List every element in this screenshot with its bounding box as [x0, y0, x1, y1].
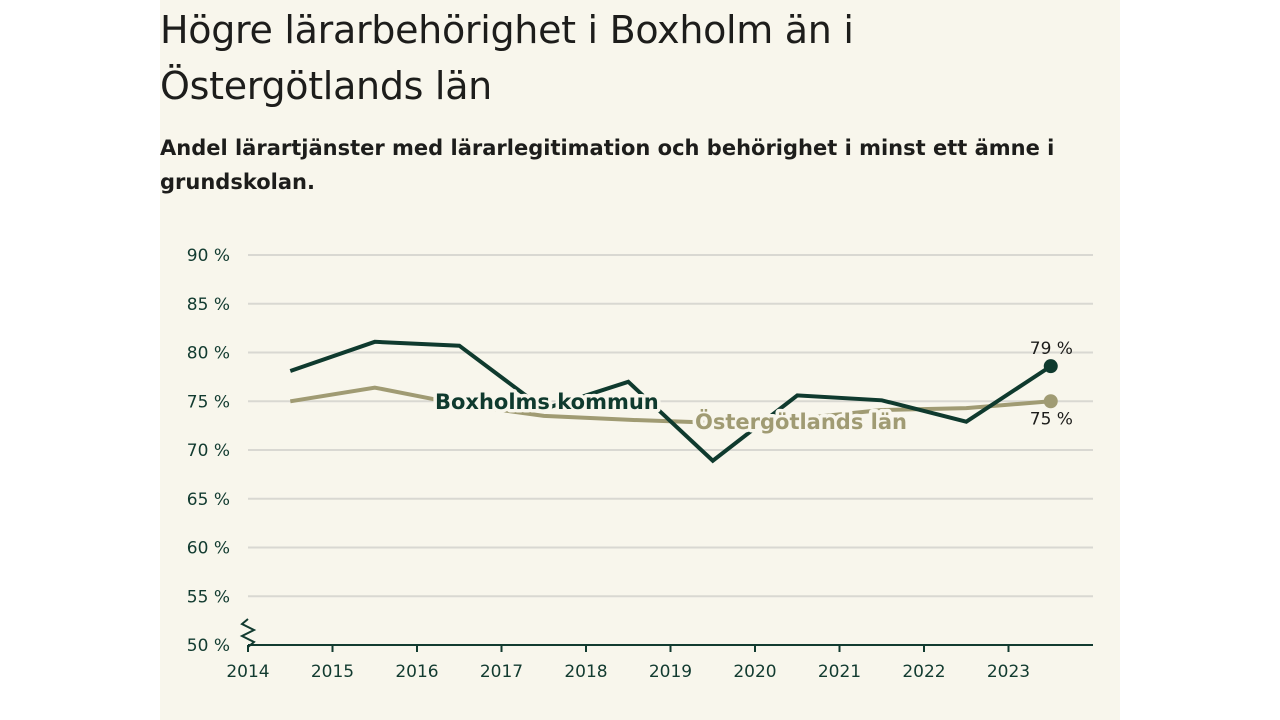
- series-label-boxholm: Boxholms kommun: [435, 390, 659, 414]
- series-line-ostergotland: [289, 385, 1051, 425]
- end-point-boxholm: [1043, 359, 1058, 374]
- series-label-halo: Östergötlands län: [695, 409, 907, 434]
- x-tick-label: 2015: [311, 662, 354, 682]
- x-tick-label: 2020: [733, 662, 776, 682]
- y-tick-label: 60 %: [187, 539, 230, 559]
- y-tick-label: 50 %: [187, 636, 230, 656]
- x-tick-label: 2014: [226, 662, 269, 682]
- page-title: Högre lärarbehörighet i Boxholm än i Öst…: [160, 8, 854, 108]
- y-tick-label: 70 %: [187, 441, 230, 461]
- x-tick-label: 2017: [480, 662, 523, 682]
- chart-subtitle: Andel lärartjänster med lärarlegitimatio…: [160, 136, 1055, 194]
- y-tick-label: 80 %: [187, 344, 230, 364]
- y-tick-label: 65 %: [187, 490, 230, 510]
- series-line-boxholm: [289, 339, 1052, 464]
- series-label-halo: Boxholms kommun: [435, 390, 659, 414]
- x-tick-label: 2016: [395, 662, 438, 682]
- x-tick-label: 2021: [818, 662, 861, 682]
- y-tick-label: 55 %: [187, 587, 230, 607]
- x-tick-label: 2018: [564, 662, 607, 682]
- end-point-ostergotland: [1043, 394, 1058, 409]
- x-tick-label: 2023: [987, 662, 1030, 682]
- x-tick-label: 2022: [902, 662, 945, 682]
- x-tick-label: 2019: [649, 662, 692, 682]
- y-tick-label: 75 %: [187, 392, 230, 412]
- axis-break-icon: [239, 618, 257, 648]
- end-label-ostergotland: 75 %: [1030, 409, 1073, 429]
- series-label-ostergotland: Östergötlands län: [695, 409, 907, 434]
- end-label-boxholm: 79 %: [1030, 339, 1073, 359]
- y-tick-label: 90 %: [187, 246, 230, 266]
- y-tick-label: 85 %: [187, 295, 230, 315]
